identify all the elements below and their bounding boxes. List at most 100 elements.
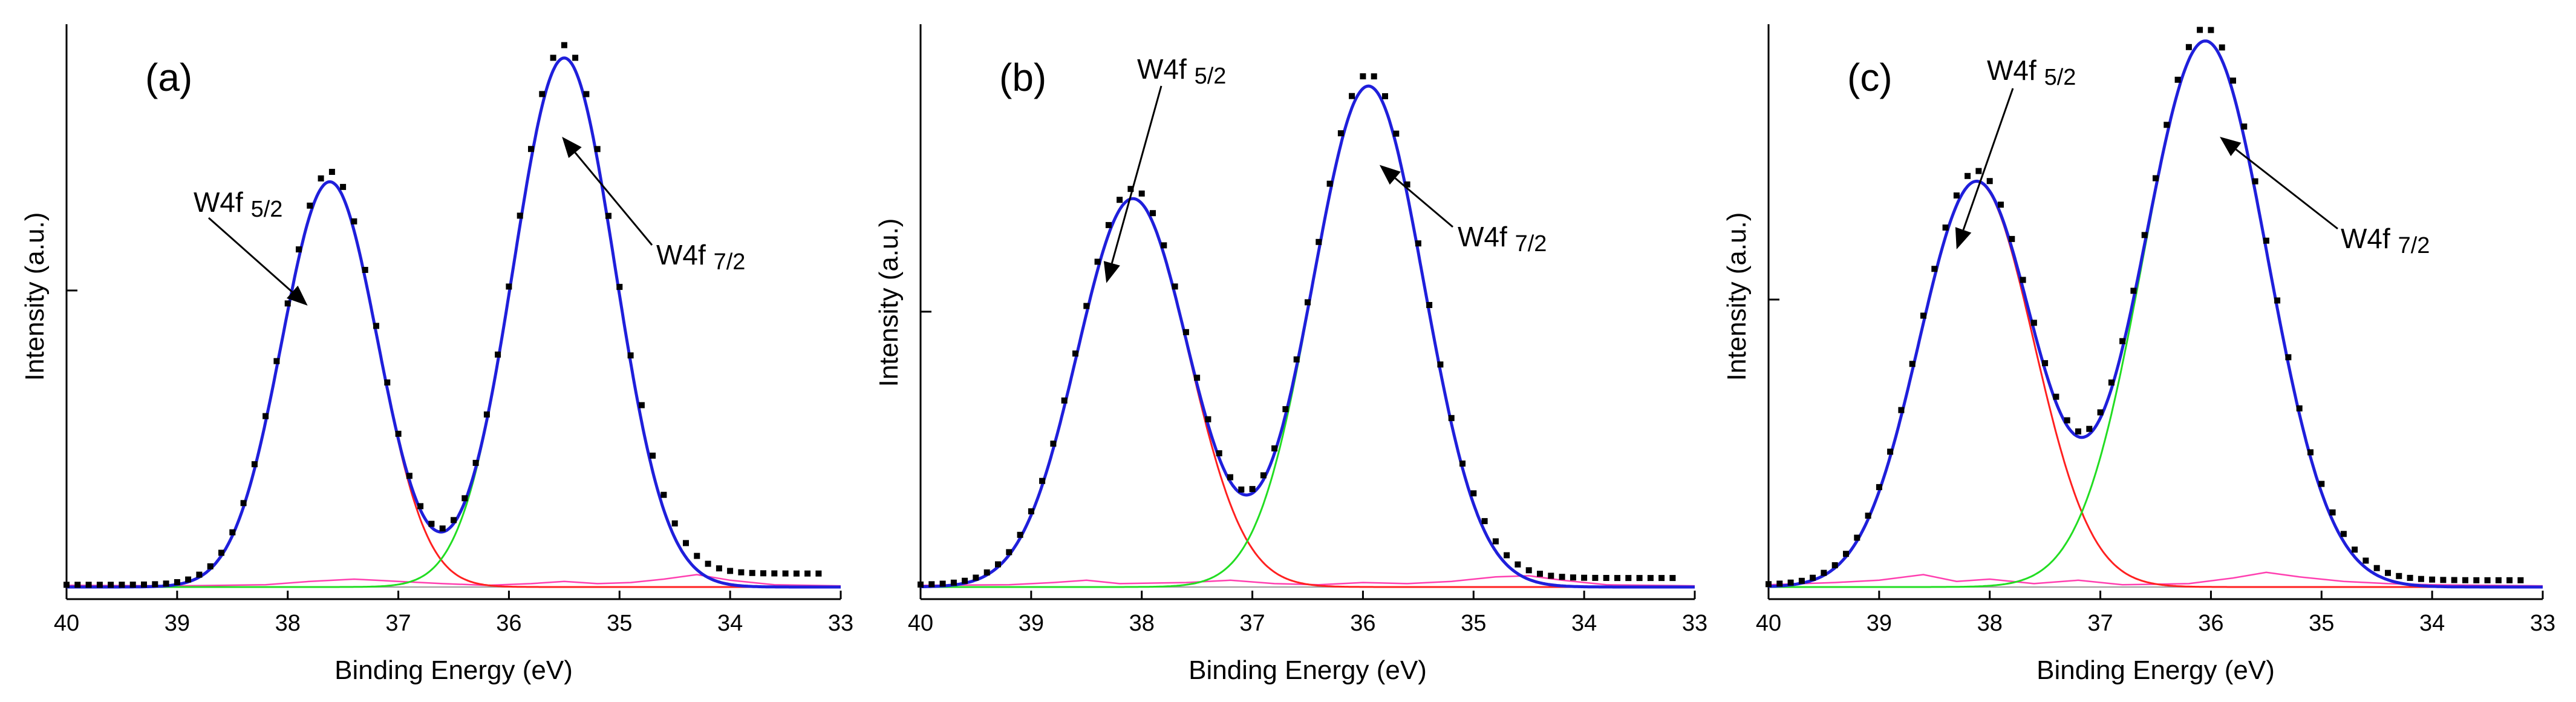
panel-b-data-point <box>1050 441 1057 447</box>
panel-b-data-point <box>1205 416 1211 422</box>
panel-b-data-point <box>1182 329 1189 335</box>
panel-b-data-point <box>1039 477 1046 484</box>
panel-b-data-point <box>1260 472 1267 479</box>
panel-a-data-point <box>815 570 822 577</box>
panel-c-data-point <box>2153 175 2159 182</box>
panel-c-data-point <box>1998 202 2004 208</box>
panel-a-data-point <box>793 570 800 577</box>
panel-c-x-tick-label: 40 <box>1756 611 1781 636</box>
panel-c-data-point <box>2064 417 2070 424</box>
panel-b-data-point <box>1548 572 1554 579</box>
panel-a-label: (a) <box>145 56 192 99</box>
panel-c-data-point <box>2263 237 2269 244</box>
panel-a-data-point <box>119 582 125 588</box>
panel-a-data-point <box>749 569 755 576</box>
panel-b-data-point <box>1172 283 1178 290</box>
panel-a-data-point <box>395 430 402 437</box>
panel-c-x-tick-label: 38 <box>1977 611 2003 636</box>
panel-c-data-point <box>1931 266 1938 272</box>
panel-c-data-point <box>1798 577 1805 584</box>
panel-c-annotation-5-2: W4f 5/2 <box>1987 54 2076 90</box>
panel-c-data-point <box>2130 287 2137 294</box>
panel-a-data-point <box>251 461 258 468</box>
panel-b-y-axis-title: Intensity (a.u.) <box>874 218 904 387</box>
panel-b-data-point <box>995 561 1001 568</box>
panel-a-data-point <box>296 246 302 253</box>
panel-b-data-point <box>1337 130 1344 137</box>
panel-c-data-point <box>1887 448 1894 455</box>
panel-a-data-point <box>384 379 391 385</box>
panel-c-data-point <box>2141 232 2148 238</box>
panel-c-envelope-line <box>1768 39 2543 589</box>
panel-c-data-point <box>1843 551 1849 557</box>
panel-a-data-point <box>362 267 368 273</box>
panel-b-x-tick-label: 36 <box>1350 611 1375 636</box>
panel-c-x-tick-label: 39 <box>1867 611 1892 636</box>
panel-a-data-point <box>461 495 468 502</box>
panel-a-annotation-arrow-head <box>562 137 582 159</box>
panel-a-data-point <box>472 459 479 466</box>
panel-c-data-point <box>1909 361 1916 367</box>
panel-a-data-point <box>96 582 103 588</box>
panel-a-data-point <box>351 218 357 225</box>
panel-a-data-point <box>495 351 501 358</box>
panel-b-label: (b) <box>999 56 1046 99</box>
panel-c: (c) Binding Energy (eV) Intensity (a.u.)… <box>1722 24 2555 685</box>
panel-a-data-point <box>517 212 523 219</box>
panel-b-data-point <box>1326 180 1333 187</box>
panel-a-data-point <box>163 580 169 587</box>
panel-c-data-point <box>2396 572 2402 579</box>
panel-c-data-point <box>2009 235 2015 242</box>
panel-a-y-axis-title: Intensity (a.u.) <box>20 212 50 381</box>
panel-c-data-point <box>2230 77 2236 84</box>
panel-a-data-point <box>262 413 269 419</box>
panel-a-data-point <box>561 42 567 48</box>
panel-b-x-axis-title: Binding Energy (eV) <box>1189 655 1427 685</box>
panel-c-data-point <box>2164 122 2170 128</box>
panel-b-data-point <box>1625 575 1632 582</box>
panel-c-data-point <box>2042 360 2049 367</box>
panel-b-data-point <box>1481 518 1488 525</box>
panel-c-x-tick-label: 33 <box>2530 611 2555 636</box>
panel-b-data-point <box>1492 538 1499 545</box>
panel-c-data-point <box>2385 569 2391 576</box>
panel-b-data-point <box>1072 350 1078 357</box>
panel-a-data-point <box>439 525 446 532</box>
panel-c-data-point <box>2197 27 2203 33</box>
panel-a-annotation-5-2: W4f 5/2 <box>194 186 282 222</box>
panel-b-data-point <box>1592 574 1599 581</box>
panel-c-data-point <box>1898 407 1905 413</box>
panel-a-data-point <box>616 284 623 290</box>
panel-a-data-point <box>804 570 811 577</box>
panel-b-data-point <box>1669 575 1676 582</box>
panel-b-annotation-7-2: W4f 7/2 <box>1458 221 1547 257</box>
panel-b-data-point <box>1658 575 1665 582</box>
panel-b-data-point <box>1282 406 1289 413</box>
panel-b-annotation-arrow-head <box>1103 261 1120 283</box>
panel-a-annotation-7-2: W4f 7/2 <box>656 239 745 275</box>
panel-c-data-point <box>1986 178 1993 185</box>
panel-b-data-point <box>1504 552 1510 559</box>
panel-c-y-axis-title: Intensity (a.u.) <box>1722 212 1752 381</box>
panel-a-x-tick-label: 36 <box>496 611 521 636</box>
panel-b-data-point <box>1515 561 1521 568</box>
panel-c-data-point <box>2440 577 2447 583</box>
panel-c-annotation-arrow-shaft <box>2235 148 2338 230</box>
panel-c-data-point <box>2318 481 2325 487</box>
panel-a-data-point <box>572 54 579 61</box>
panel-b-x-tick-label: 37 <box>1239 611 1265 636</box>
panel-c-data-point <box>1810 574 1816 581</box>
panel-c-data-point <box>2053 393 2059 400</box>
panel-b-data-point <box>1426 302 1433 308</box>
panel-a-data-point <box>373 323 379 329</box>
panel-a-x-tick-label: 39 <box>165 611 190 636</box>
panel-c-data-point <box>1831 562 1838 568</box>
panel-a-data-point <box>318 175 324 182</box>
panel-a-annotation-arrow-head <box>286 285 308 306</box>
panel-c-data-point <box>2495 577 2502 583</box>
panel-a-x-tick-label: 33 <box>828 611 853 636</box>
panel-c-data-point <box>2030 320 2037 326</box>
panel-b-data-point <box>1216 450 1222 456</box>
panel-a-data-point <box>328 169 335 175</box>
panel-c-data-point <box>2241 123 2248 130</box>
